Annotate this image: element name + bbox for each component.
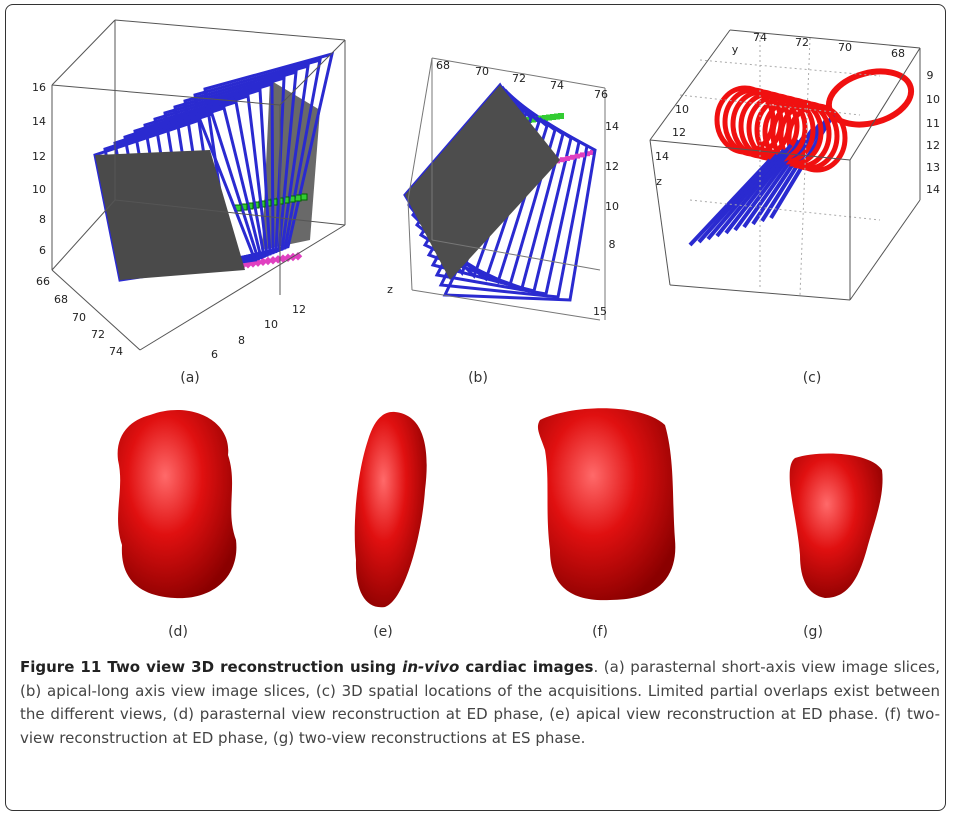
tick-label: 68 — [54, 293, 68, 306]
panel-label: (e) — [373, 624, 393, 640]
caption: Figure 11 Two view 3D reconstruction usi… — [20, 656, 940, 750]
panel-label: (f) — [592, 624, 608, 640]
tick-label: 11 — [926, 117, 940, 130]
tick-label: 9 — [927, 69, 934, 82]
tick-label: 74 — [109, 345, 123, 358]
axis-label: z — [656, 175, 662, 188]
box-edge — [52, 20, 115, 85]
box-edge — [52, 200, 115, 270]
reconstruction-e — [355, 412, 427, 607]
tick-label: 14 — [926, 183, 940, 196]
landmark — [570, 155, 575, 160]
tick-label: 66 — [36, 275, 50, 288]
tick-label: 10 — [605, 200, 619, 213]
tick-label: 70 — [475, 65, 489, 78]
caption-title-em: in-vivo — [402, 658, 459, 676]
slice-outline — [690, 160, 770, 245]
tick-label: 10 — [264, 318, 278, 331]
box-edge — [115, 20, 345, 40]
tick-label: 6 — [39, 244, 46, 257]
box-edge — [408, 200, 412, 290]
tick-label: 12 — [292, 303, 306, 316]
panel-label: (d) — [168, 624, 188, 640]
tick-label: 10 — [675, 103, 689, 116]
tick-label: 10 — [926, 93, 940, 106]
tick-label: 6 — [211, 348, 218, 361]
tick-label: 68 — [891, 47, 905, 60]
tick-label: 72 — [795, 36, 809, 49]
grid-line — [700, 60, 880, 76]
panel-label: (a) — [180, 370, 200, 386]
caption-em: in-vivo — [402, 658, 459, 676]
landmark — [575, 154, 580, 159]
tick-label: 72 — [512, 72, 526, 85]
image-slice — [95, 150, 245, 280]
panel-label: (g) — [803, 624, 823, 640]
landmark — [565, 156, 570, 161]
caption-title: Figure 11 Two view 3D reconstruction usi… — [20, 658, 402, 676]
tick-label: 12 — [672, 126, 686, 139]
axis-label: y — [732, 43, 739, 56]
page: 16 14 12 10 8 6 66 68 70 72 74 6 8 10 12… — [0, 0, 959, 817]
panel-label: (c) — [803, 370, 822, 386]
tick-label: 76 — [594, 88, 608, 101]
axis-label: z — [387, 283, 393, 296]
tick-label: 12 — [32, 150, 46, 163]
reconstruction-d — [118, 410, 237, 598]
caption-title-tail: cardiac images — [459, 658, 593, 676]
tick-label: 70 — [72, 311, 86, 324]
reconstruction-f — [538, 408, 675, 600]
landmark — [560, 157, 565, 162]
tick-label: 14 — [605, 120, 619, 133]
box-edge — [850, 200, 920, 300]
tick-label: 72 — [91, 328, 105, 341]
panel-label: (b) — [468, 370, 488, 386]
tick-label: 14 — [32, 115, 46, 128]
tick-label: 8 — [39, 213, 46, 226]
landmark — [301, 194, 307, 200]
tick-label: 68 — [436, 59, 450, 72]
tick-label: 74 — [550, 79, 564, 92]
tick-label: 70 — [838, 41, 852, 54]
tick-label: 8 — [609, 238, 616, 251]
tick-label: 10 — [32, 183, 46, 196]
tick-label: 74 — [753, 31, 767, 44]
figure: 16 14 12 10 8 6 66 68 70 72 74 6 8 10 12… — [0, 0, 959, 650]
tick-label: 16 — [32, 81, 46, 94]
box-edge — [670, 285, 850, 300]
tick-label: 8 — [238, 334, 245, 347]
tick-label: 12 — [926, 139, 940, 152]
tick-label: 15 — [593, 305, 607, 318]
tick-label: 12 — [605, 160, 619, 173]
tick-label: 13 — [926, 161, 940, 174]
landmark — [580, 152, 585, 157]
reconstruction-g — [790, 454, 883, 598]
tick-label: 14 — [655, 150, 669, 163]
